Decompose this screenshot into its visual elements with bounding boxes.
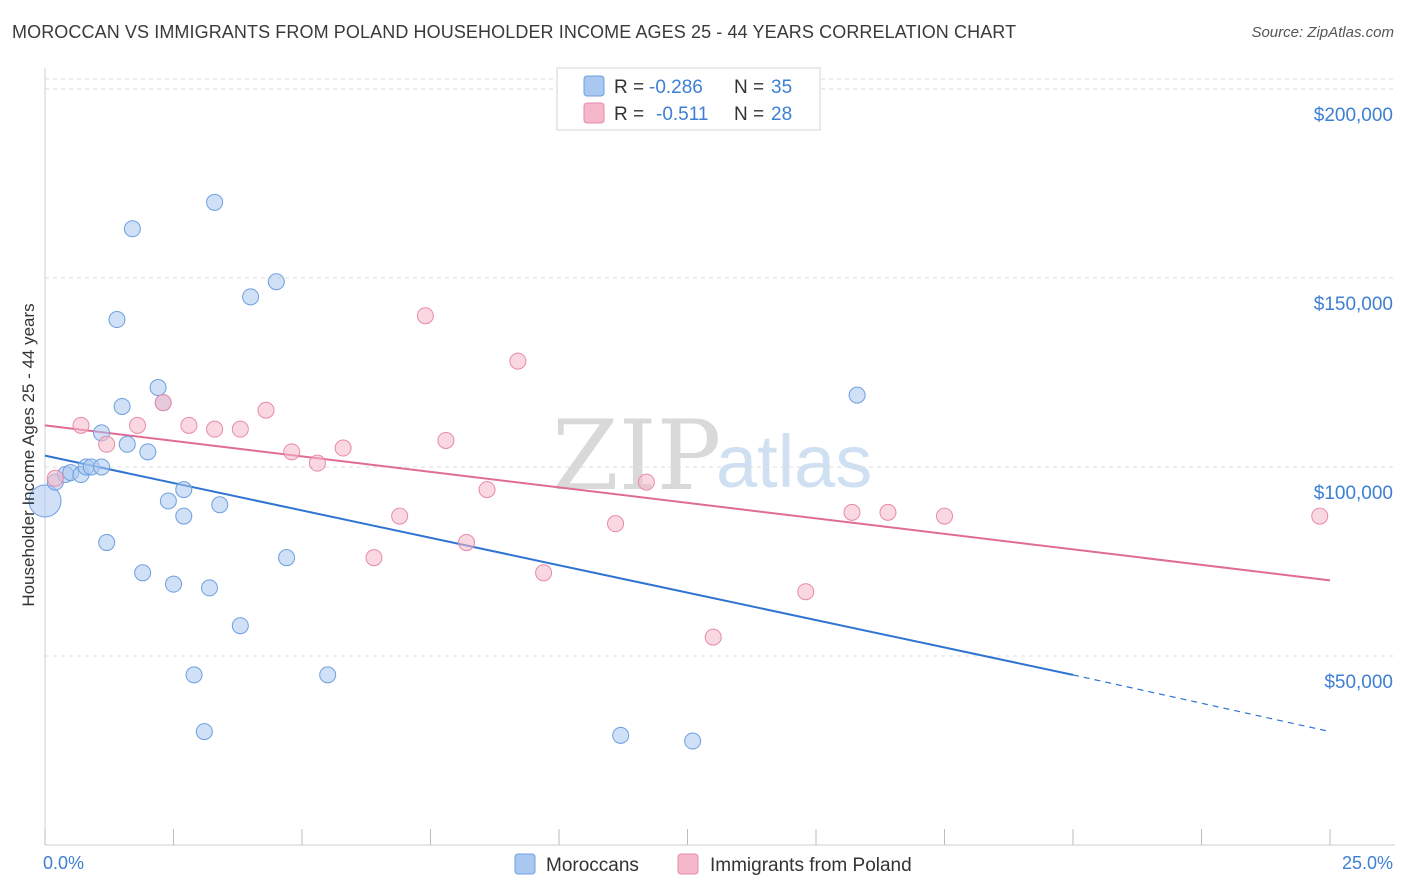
moroccans-point [278,549,296,567]
poland-point [391,507,409,525]
moroccans-point [98,534,116,552]
x-tick-label-end: 25.0% [1342,853,1393,873]
legend-swatch-moroccans [514,853,536,875]
legend-n-label: N = [734,104,764,125]
trend-lines [44,424,1331,733]
moroccans-point [175,507,193,525]
poland-point [607,515,625,533]
poland-point [129,416,147,434]
legend-swatch-poland [583,102,605,124]
poland-point [704,628,722,646]
moroccans-point [612,726,630,744]
moroccans-point [848,386,866,404]
moroccans-point [267,273,285,291]
moroccans-point [93,458,111,476]
moroccans-point [123,220,141,238]
legend-r-value: -0.511 [656,104,708,125]
moroccans-point [211,496,229,514]
legend-r-label: R = [614,77,644,98]
poland-point [637,473,655,491]
legend-n-value: 28 [771,104,792,125]
legend-n-label: N = [734,77,764,98]
poland-point [416,307,434,325]
poland-point [936,507,953,525]
poland-point [180,416,198,434]
y-tick-label: $100,000 [1314,483,1393,504]
source-label: Source: ZipAtlas.com [1251,24,1394,41]
moroccans-point [206,193,224,211]
moroccans-point [319,666,337,684]
poland-point [797,583,815,601]
moroccans-point [175,481,193,499]
moroccans-point [165,575,182,593]
moroccans-point [139,443,157,461]
watermark-atlas: atlas [716,420,872,503]
poland-point [308,454,326,472]
poland-point [478,481,496,499]
y-tick-label: $200,000 [1314,105,1393,126]
poland-point [46,469,64,487]
moroccans-point [159,492,177,510]
poland-point [457,534,475,552]
moroccans-point [231,617,249,635]
legend-top: R = -0.286 N = 35 R = -0.511 N = 28 [556,67,821,131]
legend-swatch-poland [677,853,699,875]
legend-label-moroccans: Moroccans [546,855,639,876]
chart-title: MOROCCAN VS IMMIGRANTS FROM POLAND HOUSE… [12,22,1017,42]
poland-point [334,439,352,457]
moroccans-point [113,397,131,415]
poland-point [509,352,527,370]
moroccans-trend-extension [1072,674,1331,733]
legend-swatch-moroccans [583,75,605,97]
poland-point [437,431,455,449]
legend-n-value: 35 [771,77,792,98]
poland-point [535,564,553,582]
y-tick-label: $50,000 [1324,672,1393,693]
poland-point [72,416,90,434]
moroccans-point [242,288,260,306]
moroccans-trend-line [44,454,1074,676]
moroccans-point [195,723,213,741]
poland-point [283,443,301,461]
moroccans-point [185,666,203,684]
poland-point [257,401,275,419]
poland-point [365,549,383,567]
data-points [28,193,1329,750]
legend-r-value: -0.286 [649,77,703,98]
y-axis-label: Householder Income Ages 25 - 44 years [19,303,38,606]
poland-point [231,420,249,438]
gridlines [45,78,1395,657]
moroccans-point [28,484,62,518]
legend-bottom: Moroccans Immigrants from Poland [514,853,912,876]
moroccans-point [108,311,126,329]
poland-point [206,420,224,438]
legend-r-label: R = [614,104,644,125]
watermark-zip: ZIP [552,400,721,512]
moroccans-point [118,435,136,453]
legend-label-poland: Immigrants from Poland [710,855,912,876]
moroccans-point [684,732,702,750]
moroccans-point [134,564,152,582]
poland-trend-line [44,424,1331,582]
poland-point [1311,507,1329,525]
poland-point [98,435,116,453]
moroccans-point [149,379,167,397]
y-tick-label: $150,000 [1314,294,1393,315]
poland-point [879,503,897,521]
poland-point [843,503,861,521]
poland-point [154,394,172,412]
moroccans-point [200,579,218,597]
x-tick-label-start: 0.0% [43,853,84,873]
